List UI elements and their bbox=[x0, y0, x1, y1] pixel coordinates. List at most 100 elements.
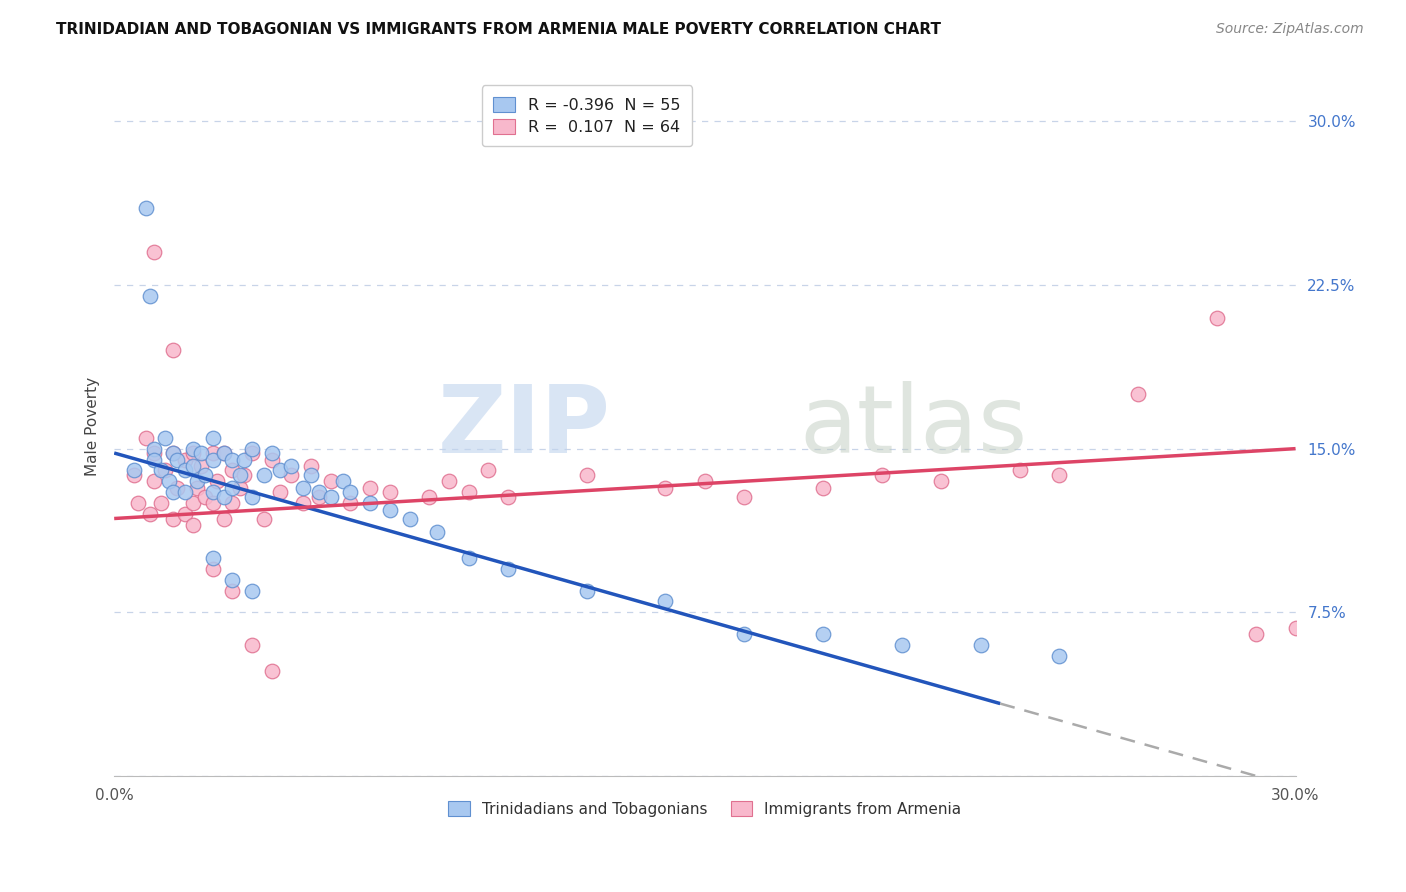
Point bbox=[201, 562, 224, 576]
Point bbox=[496, 562, 519, 576]
Point bbox=[811, 627, 834, 641]
Point bbox=[122, 467, 145, 482]
Point bbox=[214, 511, 236, 525]
Point bbox=[174, 452, 197, 467]
Point bbox=[1205, 310, 1227, 325]
Point bbox=[378, 503, 401, 517]
Point bbox=[240, 446, 263, 460]
Point bbox=[127, 496, 149, 510]
Point bbox=[186, 481, 208, 495]
Point bbox=[174, 485, 197, 500]
Point bbox=[162, 446, 184, 460]
Point bbox=[181, 496, 204, 510]
Point bbox=[190, 459, 212, 474]
Point bbox=[339, 496, 361, 510]
Point bbox=[174, 463, 197, 477]
Point bbox=[162, 485, 184, 500]
Point bbox=[122, 463, 145, 477]
Point bbox=[1284, 621, 1306, 635]
Point bbox=[240, 442, 263, 456]
Point bbox=[1244, 627, 1267, 641]
Point bbox=[194, 490, 217, 504]
Point bbox=[292, 496, 315, 510]
Point bbox=[654, 481, 676, 495]
Point bbox=[221, 573, 243, 587]
Point bbox=[221, 463, 243, 477]
Point bbox=[229, 467, 252, 482]
Point bbox=[233, 467, 256, 482]
Point bbox=[214, 446, 236, 460]
Point bbox=[229, 481, 252, 495]
Point bbox=[299, 467, 322, 482]
Point bbox=[201, 446, 224, 460]
Point bbox=[890, 638, 912, 652]
Point bbox=[240, 638, 263, 652]
Point bbox=[733, 627, 755, 641]
Point bbox=[142, 245, 165, 260]
Point bbox=[162, 343, 184, 358]
Point bbox=[929, 475, 952, 489]
Point bbox=[142, 475, 165, 489]
Point bbox=[260, 446, 283, 460]
Text: atlas: atlas bbox=[800, 381, 1028, 473]
Point bbox=[359, 496, 381, 510]
Point bbox=[308, 490, 330, 504]
Point bbox=[260, 452, 283, 467]
Point bbox=[280, 459, 302, 474]
Point bbox=[142, 446, 165, 460]
Point bbox=[398, 511, 420, 525]
Point bbox=[240, 583, 263, 598]
Point bbox=[166, 452, 188, 467]
Point bbox=[138, 507, 160, 521]
Point bbox=[260, 665, 283, 679]
Point bbox=[269, 463, 291, 477]
Point bbox=[457, 485, 479, 500]
Point bbox=[733, 490, 755, 504]
Point bbox=[339, 485, 361, 500]
Point bbox=[181, 518, 204, 533]
Point bbox=[135, 202, 157, 216]
Point bbox=[155, 463, 177, 477]
Text: TRINIDADIAN AND TOBAGONIAN VS IMMIGRANTS FROM ARMENIA MALE POVERTY CORRELATION C: TRINIDADIAN AND TOBAGONIAN VS IMMIGRANTS… bbox=[56, 22, 941, 37]
Point bbox=[437, 475, 460, 489]
Point bbox=[142, 452, 165, 467]
Point bbox=[190, 446, 212, 460]
Point bbox=[233, 452, 256, 467]
Point bbox=[457, 550, 479, 565]
Point bbox=[174, 507, 197, 521]
Point bbox=[135, 431, 157, 445]
Point bbox=[477, 463, 499, 477]
Point bbox=[205, 475, 228, 489]
Point bbox=[332, 475, 354, 489]
Point bbox=[359, 481, 381, 495]
Point bbox=[426, 524, 449, 539]
Point bbox=[181, 442, 204, 456]
Point bbox=[418, 490, 440, 504]
Point bbox=[1126, 387, 1149, 401]
Point bbox=[319, 475, 342, 489]
Point bbox=[150, 463, 173, 477]
Point bbox=[194, 467, 217, 482]
Point bbox=[299, 459, 322, 474]
Point bbox=[240, 490, 263, 504]
Point bbox=[1047, 467, 1070, 482]
Point bbox=[186, 475, 208, 489]
Point bbox=[253, 511, 276, 525]
Point bbox=[221, 496, 243, 510]
Point bbox=[201, 452, 224, 467]
Point bbox=[811, 481, 834, 495]
Text: Source: ZipAtlas.com: Source: ZipAtlas.com bbox=[1216, 22, 1364, 37]
Point bbox=[221, 452, 243, 467]
Point bbox=[201, 485, 224, 500]
Point bbox=[201, 496, 224, 510]
Point bbox=[150, 496, 173, 510]
Point bbox=[162, 446, 184, 460]
Point bbox=[221, 481, 243, 495]
Point bbox=[319, 490, 342, 504]
Point bbox=[870, 467, 893, 482]
Point bbox=[253, 467, 276, 482]
Point bbox=[138, 289, 160, 303]
Point bbox=[693, 475, 716, 489]
Point bbox=[308, 485, 330, 500]
Point bbox=[1008, 463, 1031, 477]
